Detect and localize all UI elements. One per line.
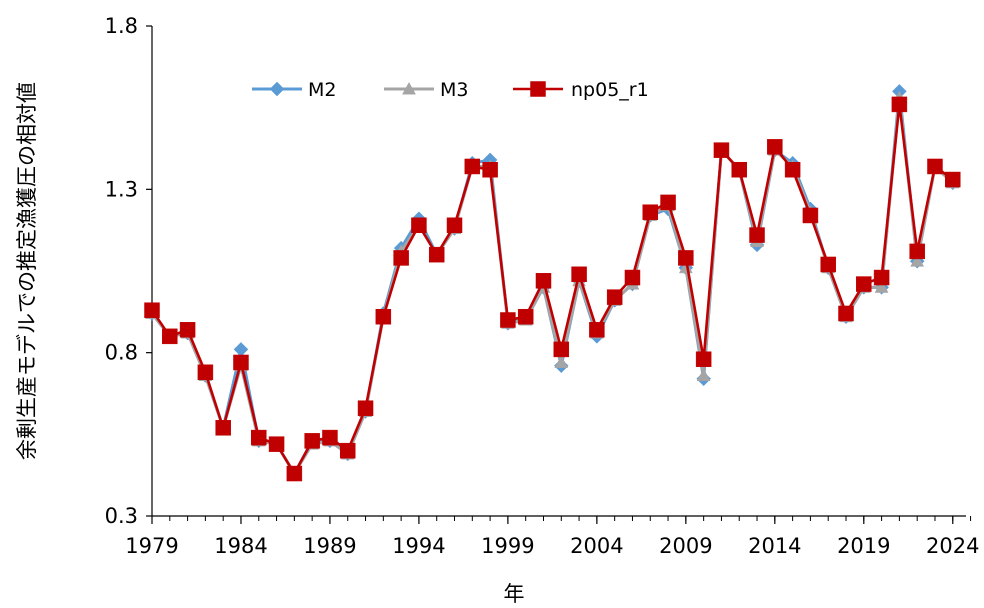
y-tick-label: 1.3 <box>105 177 138 201</box>
data-point-np05_r1 <box>856 276 872 292</box>
data-point-np05_r1 <box>945 171 961 188</box>
data-point-np05_r1 <box>909 243 925 260</box>
data-point-np05_r1 <box>642 204 659 220</box>
data-point-np05_r1 <box>179 322 196 338</box>
legend-label-np05_r1: np05_r1 <box>571 79 649 101</box>
data-point-np05_r1 <box>322 429 338 446</box>
data-point-np05_r1 <box>517 308 534 325</box>
data-point-np05_r1 <box>393 250 409 266</box>
data-point-np05_r1 <box>589 322 605 338</box>
x-tick-label: 2009 <box>659 534 712 558</box>
legend-marker-np05_r1 <box>530 81 546 97</box>
data-point-np05_r1 <box>784 161 801 178</box>
x-tick-label: 1999 <box>481 534 534 558</box>
data-point-np05_r1 <box>606 289 623 305</box>
x-tick-label: 1979 <box>125 534 178 558</box>
data-point-np05_r1 <box>553 341 570 358</box>
legend-label-M3: M3 <box>440 79 468 101</box>
y-tick-label: 0.3 <box>105 504 138 528</box>
data-point-np05_r1 <box>144 302 160 318</box>
data-point-np05_r1 <box>927 158 943 175</box>
data-point-np05_r1 <box>624 269 641 286</box>
data-point-np05_r1 <box>482 161 498 178</box>
data-point-np05_r1 <box>375 308 392 325</box>
data-point-M2 <box>233 342 249 357</box>
y-tick-label: 1.8 <box>105 14 138 38</box>
data-point-np05_r1 <box>411 217 427 234</box>
data-point-np05_r1 <box>428 246 445 263</box>
x-tick-label: 2004 <box>570 534 623 558</box>
data-point-np05_r1 <box>357 400 374 416</box>
x-axis-title: 年 <box>504 582 525 606</box>
data-point-np05_r1 <box>802 207 819 224</box>
data-point-M3 <box>874 280 889 293</box>
data-point-np05_r1 <box>304 433 320 449</box>
legend-marker-M2 <box>269 81 285 97</box>
y-tick-label: 0.8 <box>105 341 138 365</box>
data-point-np05_r1 <box>286 465 303 482</box>
data-point-np05_r1 <box>162 328 178 345</box>
data-point-np05_r1 <box>838 305 854 322</box>
y-axis-title: 余剰生産モデルでの推定漁獲圧の相対値 <box>15 82 39 460</box>
data-point-np05_r1 <box>873 269 890 286</box>
legend-label-M2: M2 <box>308 79 336 101</box>
data-point-np05_r1 <box>215 420 231 436</box>
data-point-np05_r1 <box>660 194 676 211</box>
x-tick-label: 2014 <box>748 534 801 558</box>
data-point-np05_r1 <box>233 354 249 371</box>
data-point-np05_r1 <box>464 158 481 175</box>
data-point-M3 <box>696 368 711 381</box>
data-point-np05_r1 <box>749 227 765 243</box>
legend-marker-M3 <box>402 81 416 95</box>
x-tick-label: 1994 <box>392 534 445 558</box>
series-M2 <box>144 83 961 481</box>
data-point-M3 <box>554 355 569 368</box>
data-point-np05_r1 <box>695 351 712 367</box>
data-point-np05_r1 <box>339 442 356 459</box>
data-point-np05_r1 <box>713 142 730 158</box>
series-line-M3 <box>150 96 954 476</box>
data-point-np05_r1 <box>251 429 267 446</box>
data-point-np05_r1 <box>820 256 836 273</box>
series-np05_r1 <box>144 96 961 482</box>
data-point-np05_r1 <box>500 312 516 328</box>
data-point-np05_r1 <box>731 161 747 178</box>
data-point-np05_r1 <box>268 436 285 452</box>
x-tick-label: 1984 <box>214 534 267 558</box>
x-tick-label: 2019 <box>837 534 890 558</box>
data-point-np05_r1 <box>535 273 552 289</box>
axes: 0.3 0.8 1.3 1.8 1979 1984 1989 1994 1999 2004 2009… <box>105 14 980 558</box>
data-point-np05_r1 <box>446 217 463 234</box>
data-point-np05_r1 <box>571 266 587 283</box>
data-point-np05_r1 <box>891 96 908 113</box>
series-M3 <box>145 90 960 479</box>
data-point-M3 <box>910 254 925 267</box>
data-point-np05_r1 <box>197 364 214 381</box>
x-tick-label: 2024 <box>926 534 979 558</box>
series-layer <box>144 83 961 482</box>
data-point-np05_r1 <box>678 250 694 266</box>
data-point-np05_r1 <box>767 139 783 155</box>
series-line-np05_r1 <box>150 103 954 475</box>
x-tick-label: 1989 <box>303 534 356 558</box>
legend: M2 M3 np05_r1 <box>252 79 649 101</box>
